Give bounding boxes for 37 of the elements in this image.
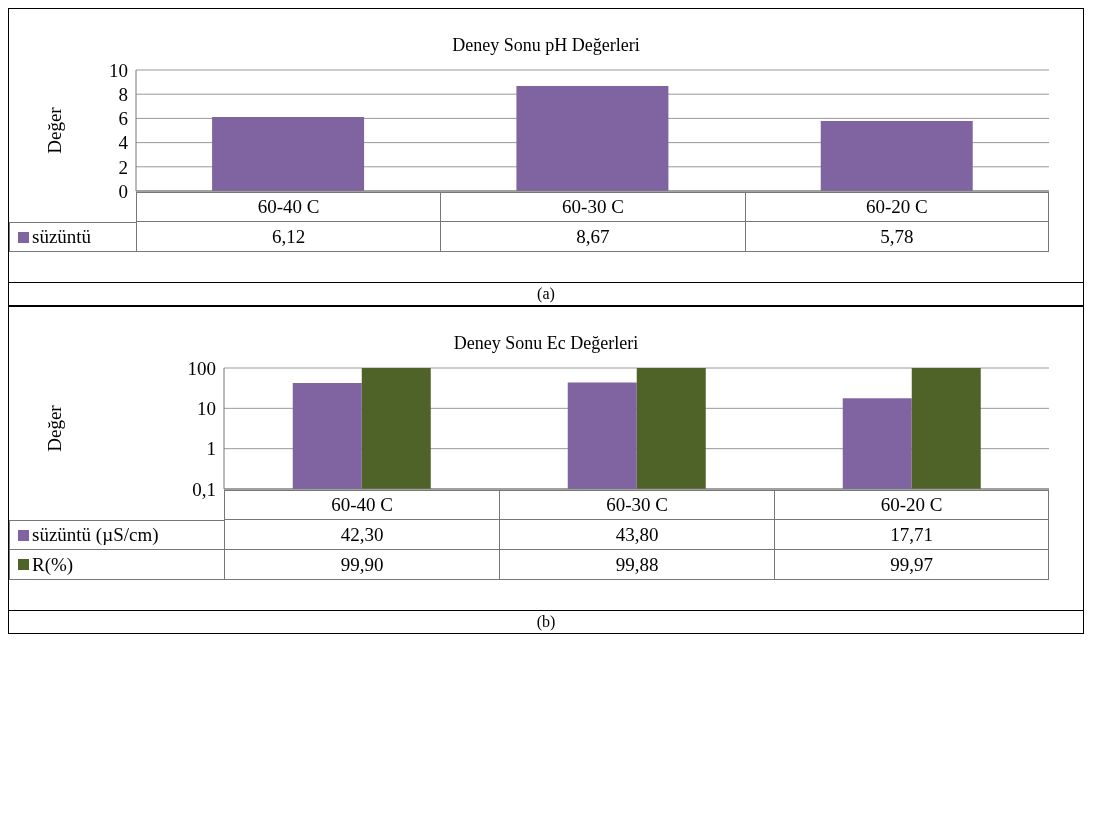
legend-label: R(%)	[9, 550, 224, 580]
y-tick-label: 100	[187, 357, 216, 379]
data-label: 99,88	[499, 550, 774, 580]
data-label: 99,97	[774, 550, 1049, 580]
data-label: 6,12	[136, 222, 441, 252]
x-tick-label: 60-20 C	[744, 192, 1049, 222]
chart-title: Deney Sonu pH Değerleri	[452, 35, 640, 55]
y-axis-title: Değer	[43, 404, 65, 452]
y-axis-title: Değer	[43, 106, 65, 154]
data-label: 17,71	[774, 520, 1049, 550]
data-label: 8,67	[440, 222, 745, 252]
legend-label: süzüntü	[9, 222, 136, 252]
text: (a)	[9, 282, 1083, 305]
data-label: 42,30	[224, 520, 499, 550]
data-label: 99,90	[224, 550, 499, 580]
x-tick-label: 60-40 C	[224, 490, 499, 520]
data-label: 5,78	[744, 222, 1049, 252]
chart-title: Deney Sonu Ec Değerleri	[453, 333, 639, 353]
data-label: 43,80	[499, 520, 774, 550]
bar	[820, 121, 973, 191]
y-tick-label: 4	[118, 132, 129, 154]
y-tick-label: 10	[197, 398, 216, 420]
y-tick-label: 8	[118, 83, 128, 105]
y-tick-label: 6	[118, 108, 128, 130]
x-tick-label: 60-30 C	[440, 192, 745, 222]
y-tick-label: 0	[118, 180, 128, 202]
bar	[516, 86, 669, 191]
bar	[212, 116, 365, 191]
text: (b)	[9, 610, 1083, 633]
y-tick-label: 0,1	[192, 478, 216, 500]
x-tick-label: 60-40 C	[136, 192, 441, 222]
y-tick-label: 10	[109, 59, 128, 81]
y-tick-label: 2	[118, 156, 128, 178]
y-tick-label: 1	[206, 438, 216, 460]
legend-label: süzüntü (µS/cm)	[9, 520, 224, 550]
x-tick-label: 60-20 C	[774, 490, 1049, 520]
x-tick-label: 60-30 C	[499, 490, 774, 520]
